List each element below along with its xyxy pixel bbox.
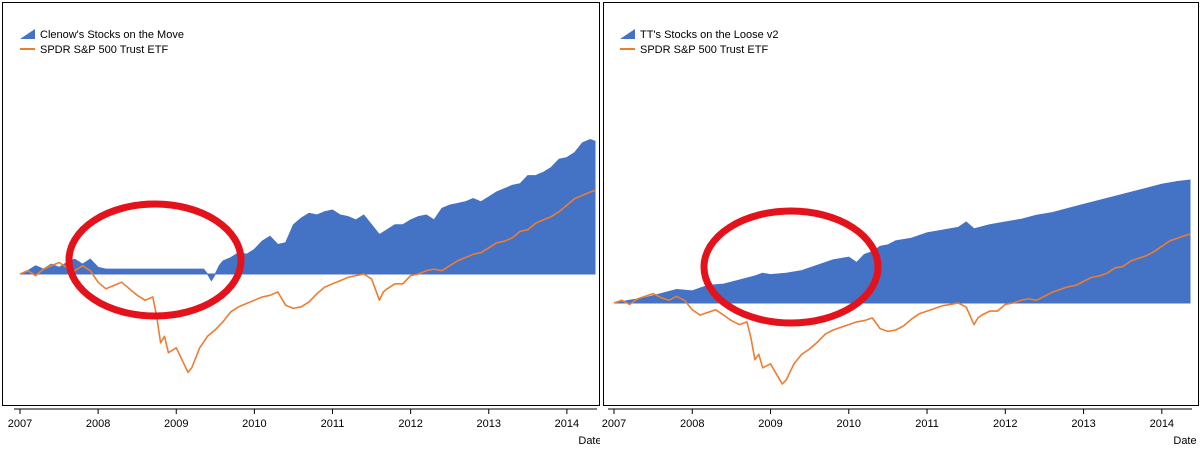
x-tick-label: 2010 (837, 418, 861, 430)
legend-label: SPDR S&P 500 Trust ETF (640, 44, 768, 56)
x-tick-label: 2014 (1150, 418, 1174, 430)
x-axis-title: Date (1173, 435, 1196, 447)
x-tick-label: 2011 (915, 418, 939, 430)
legend-swatch-strategy (620, 29, 635, 39)
series-line-benchmark (613, 233, 1191, 385)
x-tick-label: 2007 (8, 418, 32, 430)
x-tick-label: 2009 (758, 418, 782, 430)
chart-left: Clenow's Stocks on the Move SPDR S&P 500 … (2, 2, 602, 447)
x-tick-label: 2007 (602, 418, 626, 430)
legend-label: SPDR S&P 500 Trust ETF (40, 44, 168, 56)
x-tick-label: 2013 (477, 418, 501, 430)
x-tick-label: 2008 (86, 418, 110, 430)
legend-swatch-strategy (20, 29, 35, 39)
x-axis-title: Date (578, 435, 600, 447)
x-tick-label: 2013 (1071, 418, 1095, 430)
plot-frame (2, 2, 600, 406)
series-area-strategy (613, 179, 1191, 304)
x-tick-label: 2011 (321, 418, 345, 430)
chart-panel-left: Clenow's Stocks on the Move SPDR S&P 500 … (0, 0, 602, 457)
highlight-ellipse (700, 207, 882, 327)
x-tick-label: 2012 (993, 418, 1017, 430)
series-area-strategy (19, 138, 596, 282)
chart-right: TT's Stocks on the Loose v2 SPDR S&P 500 … (602, 2, 1199, 447)
series-line-benchmark (19, 189, 596, 374)
x-tick-label: 2010 (242, 418, 266, 430)
x-tick-label: 2009 (164, 418, 188, 430)
legend-label: TT's Stocks on the Loose v2 (640, 29, 778, 41)
x-tick-label: 2008 (680, 418, 704, 430)
legend-label: Clenow's Stocks on the Move (40, 29, 184, 41)
x-tick-label: 2014 (555, 418, 579, 430)
chart-panel-right: TT's Stocks on the Loose v2 SPDR S&P 500 … (600, 0, 1200, 457)
plot-frame (603, 2, 1199, 406)
x-tick-label: 2012 (398, 418, 422, 430)
highlight-ellipse (65, 200, 245, 320)
